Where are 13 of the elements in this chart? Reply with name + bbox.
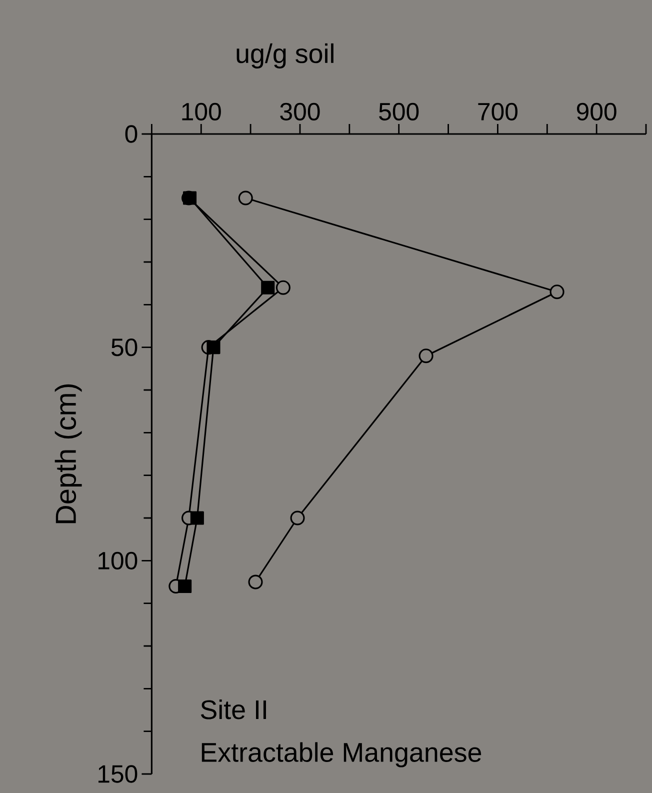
x-axis-title: ug/g soil (236, 43, 334, 68)
y-axis-title: Depth (cm) (54, 384, 82, 524)
annotation: Extractable Manganese (202, 742, 482, 768)
annotation: Site II (200, 700, 266, 720)
y-tick-label: 50 (111, 338, 138, 356)
x-tick-label: 100 (182, 102, 221, 120)
y-tick-label: 0 (125, 125, 138, 143)
y-tick-label: 150 (98, 765, 138, 783)
x-tick-label: 700 (478, 102, 518, 120)
x-tick-label: 900 (576, 102, 616, 120)
y-tick-label: 100 (98, 552, 138, 570)
x-tick-label: 300 (280, 102, 320, 120)
x-tick-label: 500 (379, 102, 419, 120)
